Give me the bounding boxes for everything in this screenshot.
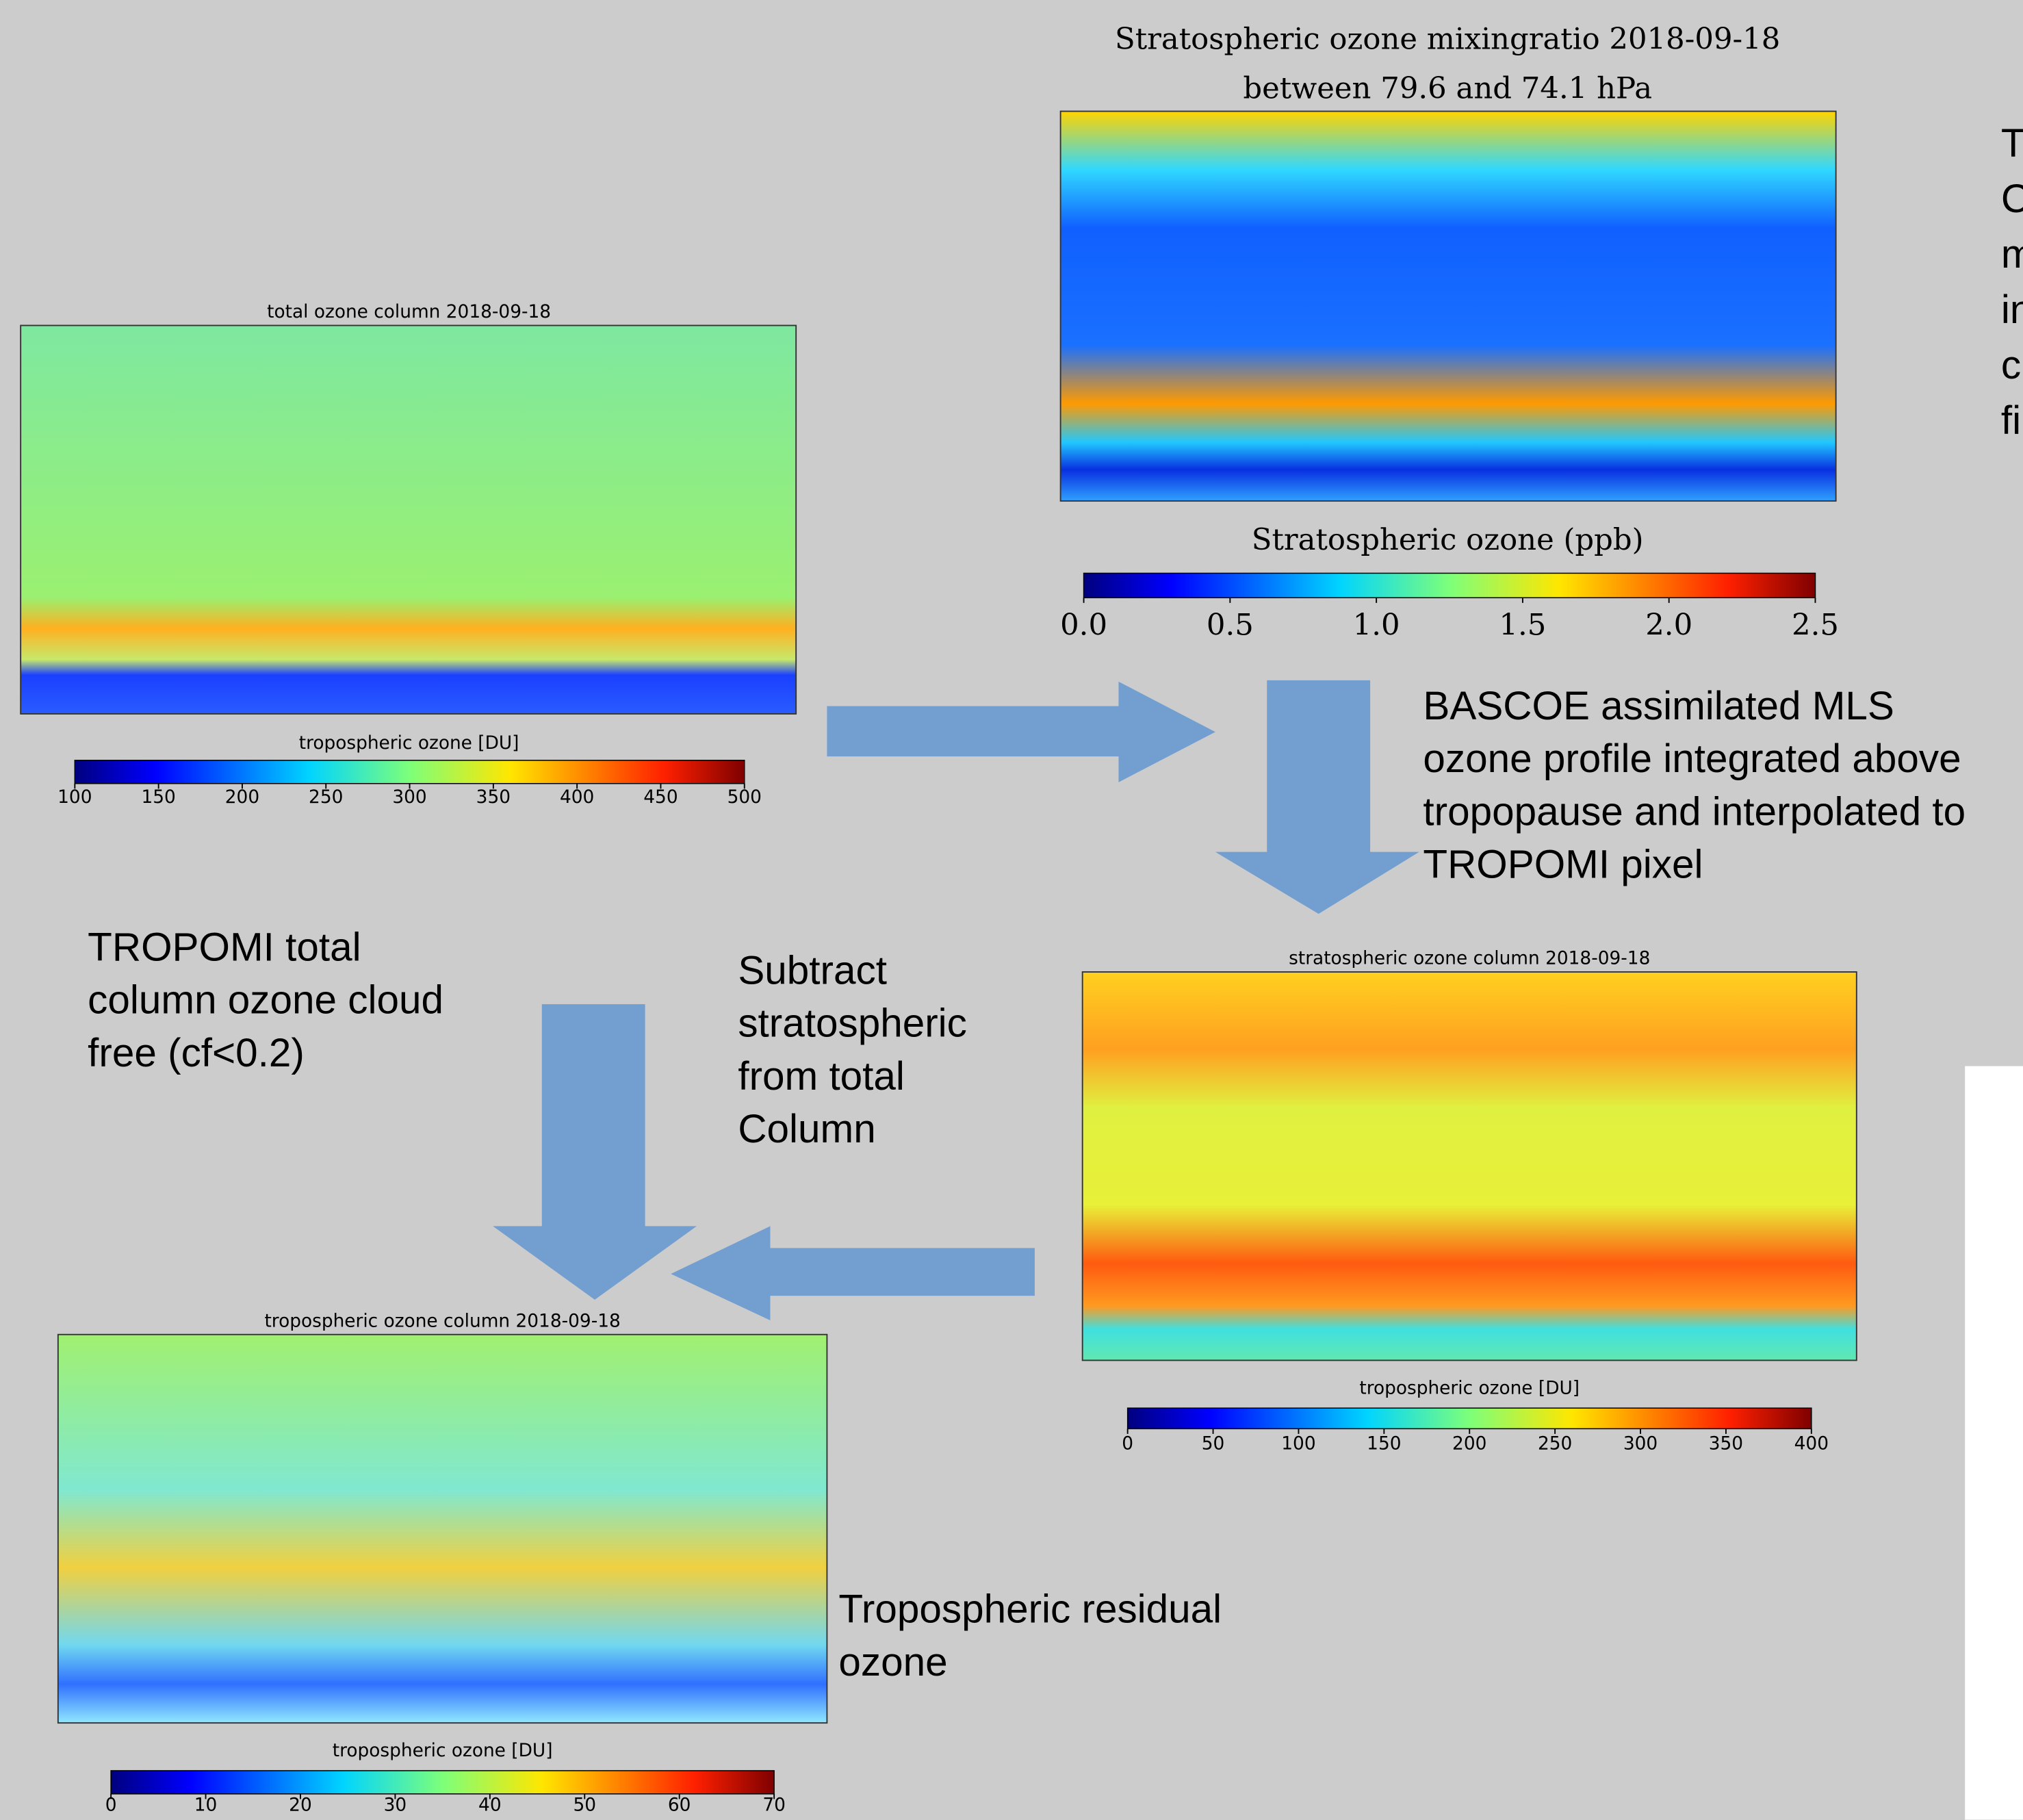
colorbar <box>75 760 744 784</box>
colorbar-tick-label: 350 <box>1709 1433 1743 1454</box>
colorbar-tick-label: 400 <box>1794 1433 1829 1454</box>
colorbar-tick-label: 100 <box>57 787 92 808</box>
colorbar-tick-label: 10 <box>194 1795 218 1815</box>
colorbar-tick-label: 70 <box>762 1795 786 1815</box>
map-title: Stratospheric ozone mixingratio 2018-09-… <box>1115 23 1780 57</box>
colorbar-tick-label: 300 <box>392 787 426 808</box>
colorbar-tick-label: 50 <box>573 1795 596 1815</box>
map-title: total ozone column 2018-09-18 <box>267 302 551 322</box>
colorbar-tick-label: 0 <box>105 1795 117 1815</box>
colorbar-label: tropospheric ozone [DU] <box>1359 1378 1580 1398</box>
annotation: BASCOE assimilated MLS <box>1423 684 1894 728</box>
colorbar-tick-label: 1.5 <box>1499 608 1546 643</box>
annotation: fi <box>2001 398 2021 443</box>
page: {"panels": [ {"title": ["total ozone col… <box>0 0 2023 1820</box>
colorbar-tick-label: 30 <box>384 1795 407 1815</box>
annotation: column ozone cloud <box>88 978 443 1023</box>
annotation: in <box>2001 287 2023 332</box>
colorbar-tick-label: 0 <box>1122 1433 1133 1454</box>
colorbar <box>111 1771 774 1794</box>
colorbar <box>1084 573 1816 598</box>
colorbar-tick-label: 100 <box>1281 1433 1315 1454</box>
annotation: TROPOMI total <box>88 925 361 969</box>
colorbar-tick-label: 0.5 <box>1207 608 1254 643</box>
colorbar-tick-label: 1.0 <box>1353 608 1400 643</box>
colorbar-tick-label: 20 <box>289 1795 312 1815</box>
map <box>1083 972 1857 1360</box>
colorbar-tick-label: 50 <box>1202 1433 1225 1454</box>
colorbar-tick-label: 0.0 <box>1060 608 1107 643</box>
colorbar-tick-label: 300 <box>1623 1433 1658 1454</box>
arrow <box>1215 680 1419 914</box>
annotation: stratospheric <box>738 1001 967 1046</box>
map <box>1061 112 1836 501</box>
colorbar-tick-label: 250 <box>1538 1433 1572 1454</box>
annotation: Subtract <box>738 948 887 992</box>
map-title: tropospheric ozone column 2018-09-18 <box>264 1311 620 1331</box>
map <box>58 1335 827 1723</box>
slide: total ozone column 2018-09-18 tropospheri… <box>0 0 2023 1820</box>
white-panel <box>1965 1066 2023 1820</box>
colorbar-tick-label: 60 <box>668 1795 691 1815</box>
colorbar-tick-label: 2.0 <box>1645 608 1692 643</box>
colorbar-tick-label: 450 <box>643 787 678 808</box>
colorbar-tick-label: 500 <box>727 787 762 808</box>
annotation: ozone profile integrated above <box>1423 736 1961 781</box>
annotation: from total <box>738 1054 905 1099</box>
map-title: stratospheric ozone column 2018-09-18 <box>1289 949 1650 969</box>
colorbar-tick-label: 350 <box>476 787 511 808</box>
annotation: TROPOMI pixel <box>1423 843 1703 887</box>
map-title: between 79.6 and 74.1 hPa <box>1243 71 1652 105</box>
annotation: Column <box>738 1107 875 1151</box>
annotation: c <box>2001 343 2021 387</box>
annotation: m <box>2001 232 2023 277</box>
colorbar-tick-label: 200 <box>225 787 259 808</box>
colorbar-tick-label: 2.5 <box>1792 608 1839 643</box>
colorbar-tick-label: 150 <box>1367 1433 1401 1454</box>
arrow <box>827 682 1215 782</box>
colorbar-label: Stratospheric ozone (ppb) <box>1252 523 1644 557</box>
colorbar <box>1128 1408 1812 1428</box>
annotation: ozone <box>838 1640 947 1684</box>
arrow <box>493 1004 697 1300</box>
colorbar-tick-label: 400 <box>560 787 594 808</box>
colorbar-tick-label: 250 <box>309 787 343 808</box>
arrow <box>671 1226 1035 1320</box>
colorbar-tick-label: 150 <box>141 787 175 808</box>
annotation: tropopause and interpolated to <box>1423 789 1966 834</box>
colorbar-label: tropospheric ozone [DU] <box>299 733 519 754</box>
map <box>21 326 796 714</box>
colorbar-tick-label: 200 <box>1452 1433 1486 1454</box>
annotation: free (cf<0.2) <box>88 1031 305 1075</box>
annotation: C <box>2001 177 2023 221</box>
colorbar-label: tropospheric ozone [DU] <box>333 1741 553 1761</box>
annotation: T <box>2001 121 2023 166</box>
colorbar-tick-label: 40 <box>478 1795 502 1815</box>
annotation: Tropospheric residual <box>838 1587 1222 1631</box>
